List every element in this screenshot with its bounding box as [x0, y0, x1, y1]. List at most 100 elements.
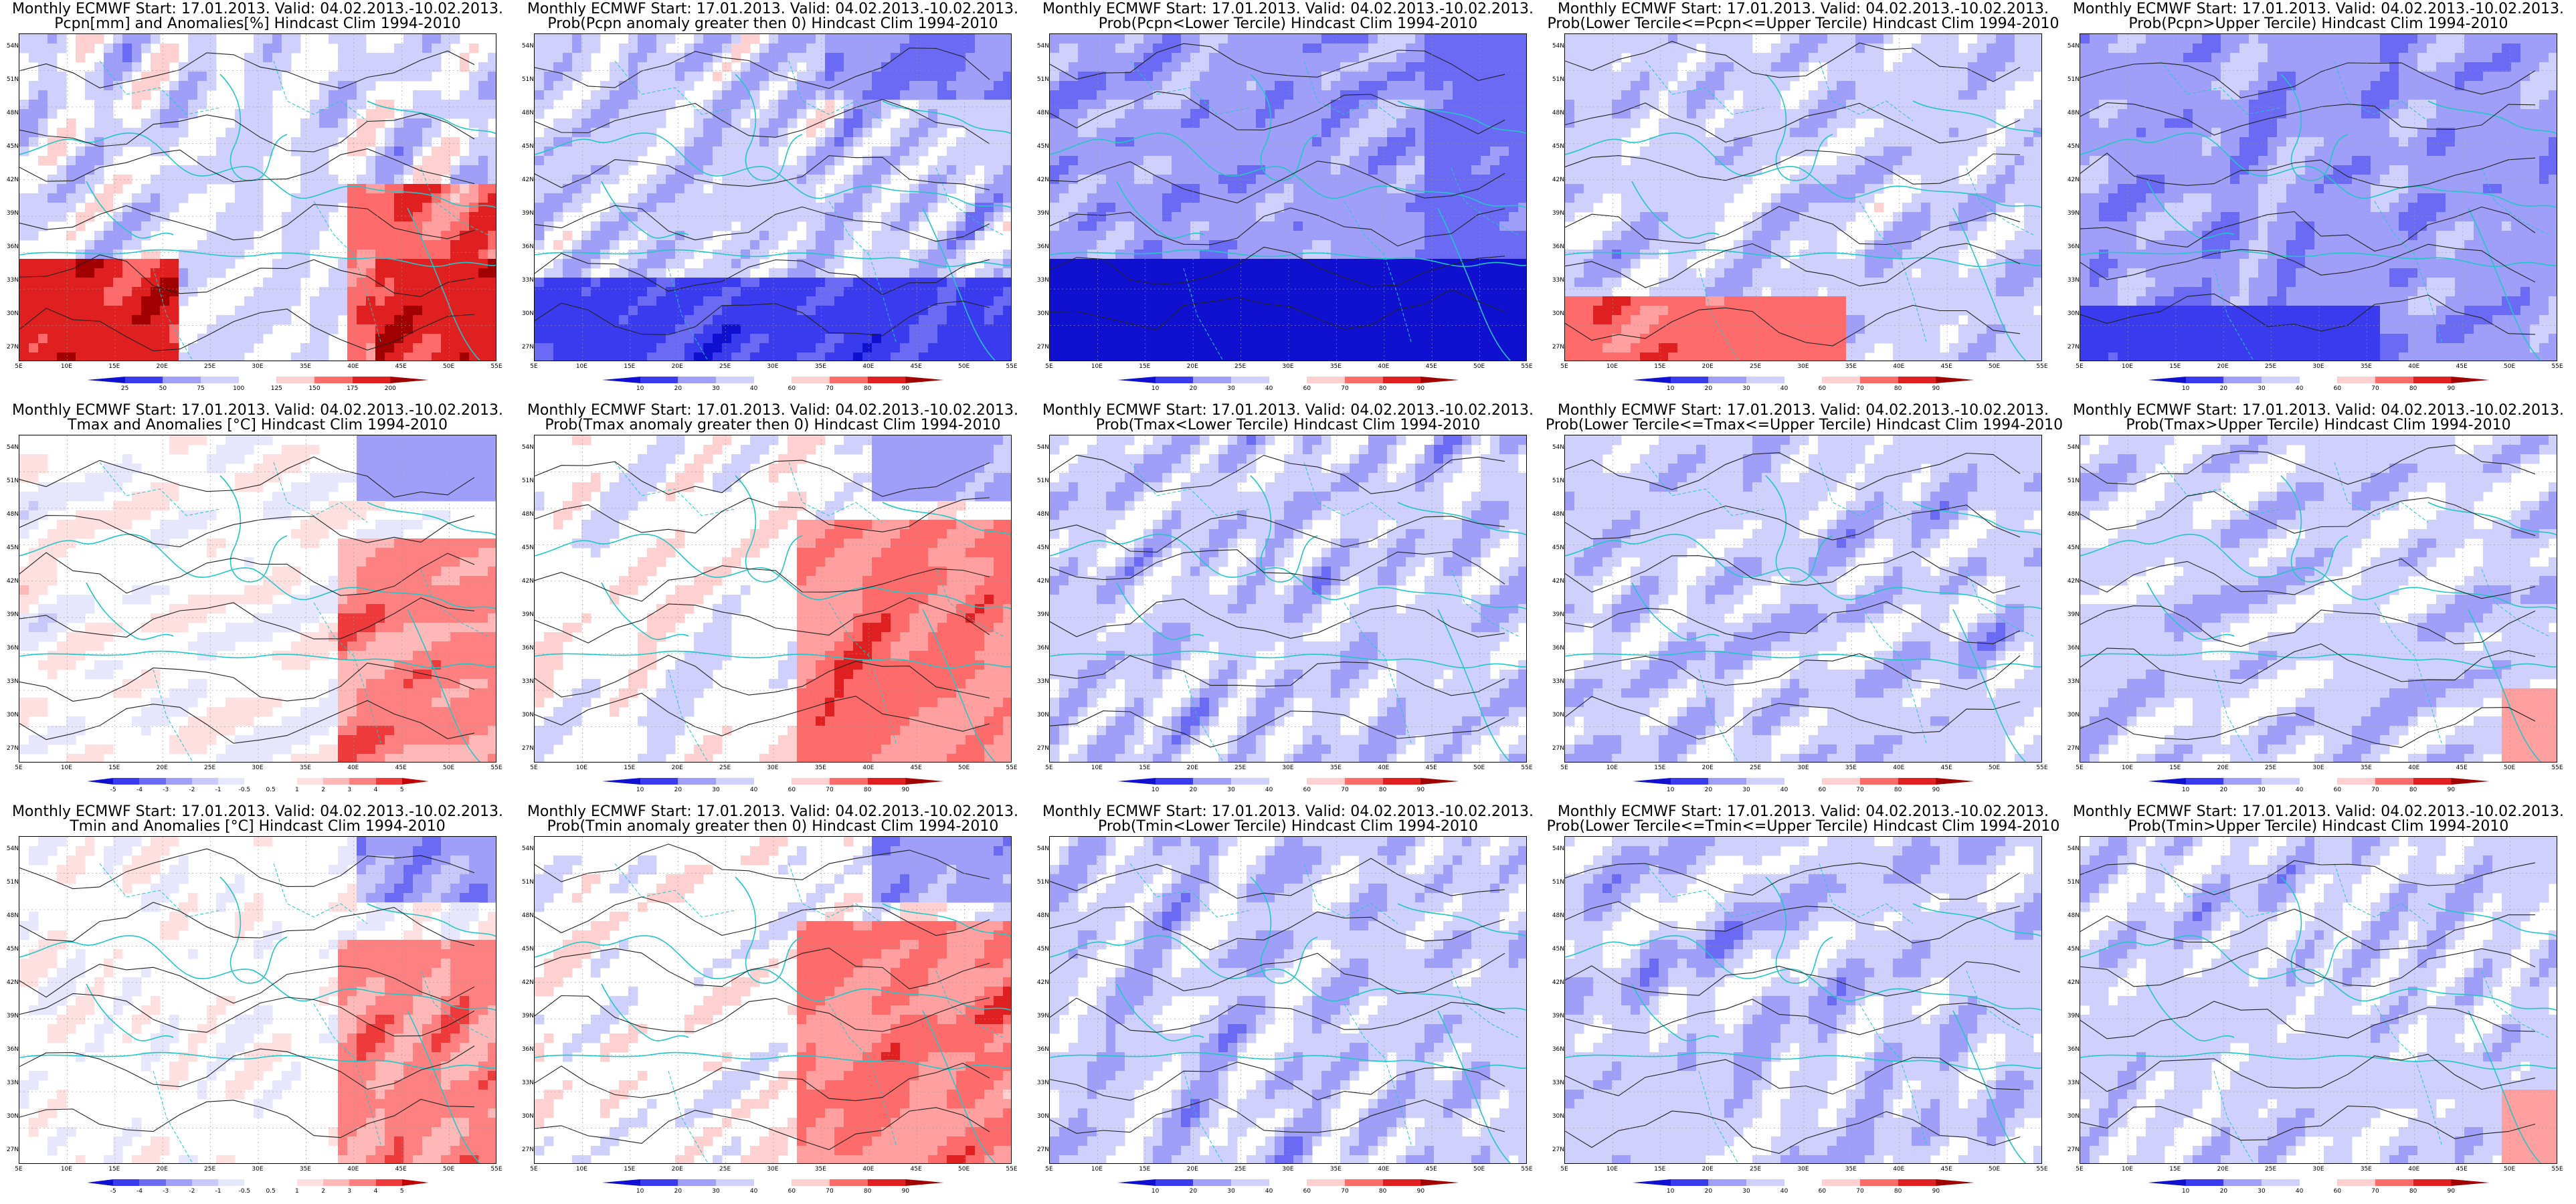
- colorbar-tick-label: -2: [189, 1188, 195, 1195]
- lat-tick-label: 33N: [1547, 1080, 1564, 1086]
- colorbar-segment: [2185, 778, 2224, 785]
- lat-tick-label: 39N: [1, 210, 19, 217]
- colorbar-segment: [1117, 778, 1156, 785]
- lon-tick-label: 50E: [2504, 765, 2515, 771]
- lat-tick-label: 42N: [2062, 979, 2080, 986]
- colorbar-segment: [716, 778, 755, 785]
- colorbar-segment: [1670, 1179, 1709, 1186]
- forecast-map: [1564, 33, 2042, 361]
- lat-tick-label: 27N: [1547, 745, 1564, 752]
- lon-tick-label: 30E: [1282, 1166, 1293, 1173]
- colorbar-tick-label: 20: [1705, 385, 1712, 392]
- map-panel: Monthly ECMWF Start: 17.01.2013. Valid: …: [2061, 401, 2576, 803]
- lon-tick-label: 15E: [108, 1166, 120, 1173]
- lat-tick-label: 39N: [1, 1013, 19, 1019]
- lon-tick-label: 25E: [1750, 363, 1761, 370]
- colorbar: 10 20 30 40 60 70 80 90: [2148, 1179, 2490, 1195]
- lat-tick-label: 39N: [1, 611, 19, 618]
- colorbar: 10 20 30 40 60 70 80 90: [1633, 778, 1974, 793]
- colorbar-tick-label: 100: [233, 385, 244, 392]
- lat-tick-label: 48N: [2062, 511, 2080, 518]
- colorbar-tick-label: 50: [159, 385, 167, 392]
- colorbar-segment: [1269, 377, 1307, 383]
- lat-tick-label: 30N: [1032, 1113, 1049, 1120]
- colorbar-tick-label: 60: [788, 385, 796, 392]
- lon-tick-label: 40E: [347, 765, 359, 771]
- map-panel: Monthly ECMWF Start: 17.01.2013. Valid: …: [1030, 401, 1546, 803]
- lon-tick-label: 55E: [1006, 1166, 1017, 1173]
- colorbar-segment: [753, 1179, 792, 1186]
- colorbar-segment: [830, 377, 868, 383]
- lat-tick-label: 30N: [1547, 310, 1564, 317]
- colorbar-segment: [2223, 1179, 2262, 1186]
- colorbar-segment: [867, 1179, 906, 1186]
- colorbar-segment: [1231, 1179, 1270, 1186]
- lon-tick-label: 20E: [672, 363, 683, 370]
- colorbar-segment: [1936, 1179, 1974, 1186]
- colorbar-segment: [2375, 1179, 2414, 1186]
- colorbar-segment: [314, 377, 353, 383]
- lon-tick-label: 50E: [1473, 765, 1485, 771]
- colorbar-tick-label: 1: [295, 787, 299, 793]
- lon-tick-label: 40E: [862, 363, 874, 370]
- colorbar-segment: [1269, 778, 1307, 785]
- lon-tick-label: 35E: [815, 363, 826, 370]
- lon-tick-label: 50E: [1473, 1166, 1485, 1173]
- lon-tick-label: 25E: [1234, 765, 1246, 771]
- colorbar-tick-label: 10: [1152, 1188, 1159, 1195]
- colorbar-tick-label: 80: [1379, 787, 1386, 793]
- lat-tick-label: 54N: [2062, 845, 2080, 852]
- lon-tick-label: 15E: [1654, 363, 1665, 370]
- lon-tick-label: 15E: [1654, 1166, 1665, 1173]
- colorbar-tick-label: -0.5: [239, 787, 251, 793]
- lon-tick-label: 15E: [2169, 363, 2181, 370]
- map-canvas: [19, 837, 496, 1163]
- panel-title-line2: Prob(Lower Tercile<=Tmin<=Upper Tercile)…: [1546, 819, 2061, 835]
- colorbar-tick-label: -1: [215, 1188, 221, 1195]
- colorbar-tick-label: 60: [1819, 1188, 1826, 1195]
- colorbar-tick-label: 70: [826, 1188, 833, 1195]
- lon-tick-label: 30E: [1797, 363, 1809, 370]
- colorbar: 10 20 30 40 60 70 80 90: [1117, 778, 1459, 793]
- lon-tick-label: 5E: [530, 765, 537, 771]
- panel-title-line1: Monthly ECMWF Start: 17.01.2013. Valid: …: [1546, 1, 2061, 17]
- colorbar-tick-label: -3: [163, 787, 169, 793]
- colorbar: 10 20 30 40 60 70 80 90: [2148, 778, 2490, 793]
- colorbar-segment: [244, 778, 272, 785]
- lon-tick-label: 55E: [490, 765, 502, 771]
- lon-tick-label: 25E: [719, 765, 731, 771]
- lon-tick-label: 25E: [2265, 1166, 2276, 1173]
- lon-tick-label: 5E: [530, 1166, 537, 1173]
- lat-tick-label: 48N: [1, 912, 19, 919]
- lat-tick-label: 48N: [517, 912, 534, 919]
- panel-title-line2: Prob(Lower Tercile<=Pcpn<=Upper Tercile)…: [1546, 16, 2061, 32]
- lon-tick-label: 20E: [2217, 363, 2229, 370]
- lat-tick-label: 42N: [2062, 578, 2080, 585]
- lat-tick-label: 27N: [1, 344, 19, 350]
- lon-tick-label: 40E: [862, 1166, 874, 1173]
- lat-tick-label: 39N: [517, 611, 534, 618]
- lon-tick-label: 25E: [719, 363, 731, 370]
- lon-tick-label: 50E: [443, 363, 454, 370]
- colorbar-tick-label: 60: [1303, 385, 1311, 392]
- colorbar-segment: [270, 1179, 298, 1186]
- lat-tick-label: 45N: [1, 946, 19, 952]
- colorbar-tick-label: 30: [2258, 1188, 2265, 1195]
- colorbar-segment: [375, 778, 403, 785]
- lon-tick-label: 5E: [2076, 1166, 2083, 1173]
- lat-tick-label: 30N: [2062, 1113, 2080, 1120]
- lat-tick-label: 39N: [1032, 210, 1049, 217]
- colorbar-tick-label: 90: [902, 1188, 909, 1195]
- lon-tick-label: 20E: [1702, 765, 1714, 771]
- colorbar-tick-label: 30: [712, 787, 719, 793]
- colorbar-tick-label: 70: [2371, 1188, 2379, 1195]
- map-panel: Monthly ECMWF Start: 17.01.2013. Valid: …: [1546, 401, 2063, 803]
- lon-tick-label: 25E: [1750, 765, 1761, 771]
- lon-tick-label: 20E: [672, 765, 683, 771]
- colorbar-segment: [1822, 778, 1861, 785]
- colorbar-segment: [1117, 1179, 1156, 1186]
- forecast-map: [1564, 836, 2042, 1164]
- lon-tick-label: 25E: [204, 363, 215, 370]
- lon-tick-label: 40E: [1893, 1166, 1904, 1173]
